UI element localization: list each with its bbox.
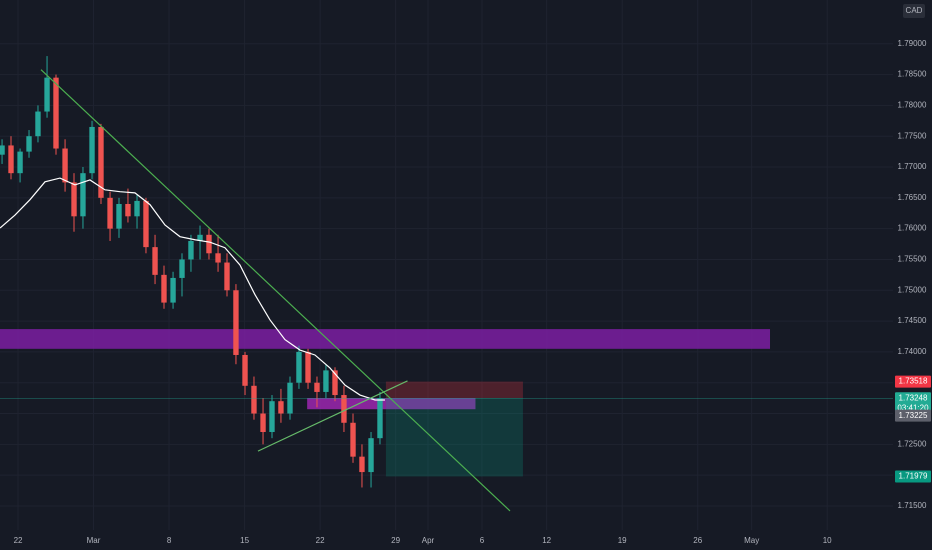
zone: [307, 398, 476, 410]
price-axis: CAD 1.715001.720001.725001.730001.735001…: [893, 0, 932, 550]
x-tick-label: Mar: [87, 536, 101, 545]
x-tick-label: 22: [14, 536, 23, 545]
y-tick-label: 1.76000: [898, 224, 927, 233]
x-tick-label: 8: [167, 536, 172, 545]
candle-body: [359, 456, 365, 473]
candle-body: [80, 173, 86, 217]
moving-average: [0, 177, 385, 401]
candle-body: [251, 385, 257, 414]
candle-body: [53, 77, 59, 149]
target-label: 1.71979: [899, 472, 928, 481]
stop-label-bg: [895, 375, 931, 388]
candle-body: [17, 151, 23, 174]
candle-body: [260, 413, 266, 433]
candle-body: [332, 370, 338, 396]
candle-body: [0, 145, 5, 155]
target-label-bg: [895, 470, 931, 483]
y-tick-label: 1.76500: [898, 193, 927, 202]
x-tick-label: 19: [618, 536, 627, 545]
x-tick-label: May: [744, 536, 759, 545]
candle-body: [8, 145, 14, 174]
zone: [0, 329, 771, 349]
candle-body: [314, 382, 320, 392]
marker-label-bg: [895, 409, 931, 422]
stop-zone: [385, 381, 523, 399]
candle-body: [62, 148, 68, 183]
candle-body: [368, 438, 374, 473]
y-tick-label: 1.74000: [898, 347, 927, 356]
candle-body: [278, 401, 284, 414]
candle-body: [377, 398, 383, 439]
candle-body: [44, 77, 50, 112]
countdown: 03:41:20: [897, 403, 929, 412]
candle-body: [224, 262, 230, 291]
x-tick-label: 22: [316, 536, 325, 545]
candle-body: [305, 351, 311, 383]
marker-label: 1.73225: [899, 411, 928, 420]
candle-body: [125, 203, 131, 217]
candle-body: [134, 200, 140, 217]
candle-body: [323, 370, 329, 392]
currency-badge: [903, 4, 925, 18]
candle-body: [26, 136, 32, 152]
plot-area: [0, 56, 893, 512]
candle-body: [188, 240, 194, 260]
x-tick-label: 15: [240, 536, 249, 545]
candle-body: [161, 274, 167, 303]
last-price-label-bg: [895, 392, 931, 415]
candle-body: [242, 354, 248, 386]
last-price-label: 1.73248: [899, 393, 928, 402]
candle-body: [197, 234, 203, 241]
candle-body: [350, 422, 356, 457]
y-tick-label: 1.72500: [898, 439, 927, 448]
stop-label: 1.73518: [899, 377, 928, 386]
y-tick-label: 1.74500: [898, 316, 927, 325]
candle-body: [143, 200, 149, 248]
candle-body: [206, 234, 212, 254]
candle-body: [107, 197, 113, 229]
candle-body: [35, 111, 41, 137]
y-tick-label: 1.78000: [898, 100, 927, 109]
candle-body: [170, 277, 176, 303]
candle-body: [89, 126, 95, 174]
currency: CAD: [906, 6, 923, 15]
axis-background: [893, 0, 932, 550]
y-tick-label: 1.71500: [898, 501, 927, 510]
candle-body: [71, 182, 77, 217]
candle-body: [152, 247, 158, 275]
candle-body: [296, 351, 302, 383]
x-tick-label: 29: [391, 536, 400, 545]
x-tick-label: 10: [823, 536, 832, 545]
candle-body: [269, 401, 275, 433]
x-tick-label: 6: [480, 536, 485, 545]
x-tick-label: Apr: [422, 536, 435, 545]
candle-body: [98, 126, 104, 198]
candle-body: [179, 259, 185, 278]
trendline: [40, 69, 511, 512]
candle-body: [116, 203, 122, 229]
y-tick-label: 1.77000: [898, 162, 927, 171]
x-tick-label: 12: [542, 536, 551, 545]
y-tick-label: 1.75500: [898, 255, 927, 264]
x-tick-label: 26: [693, 536, 702, 545]
candle-body: [341, 395, 347, 423]
trendline: [257, 380, 408, 452]
target-zone: [385, 398, 523, 477]
y-tick-label: 1.78500: [898, 70, 927, 79]
candle-body: [215, 253, 221, 263]
y-tick-label: 1.79000: [898, 39, 927, 48]
y-tick-label: 1.75000: [898, 285, 927, 294]
grid: [0, 0, 893, 530]
y-tick-label: 1.77500: [898, 131, 927, 140]
candle-body: [233, 290, 239, 355]
